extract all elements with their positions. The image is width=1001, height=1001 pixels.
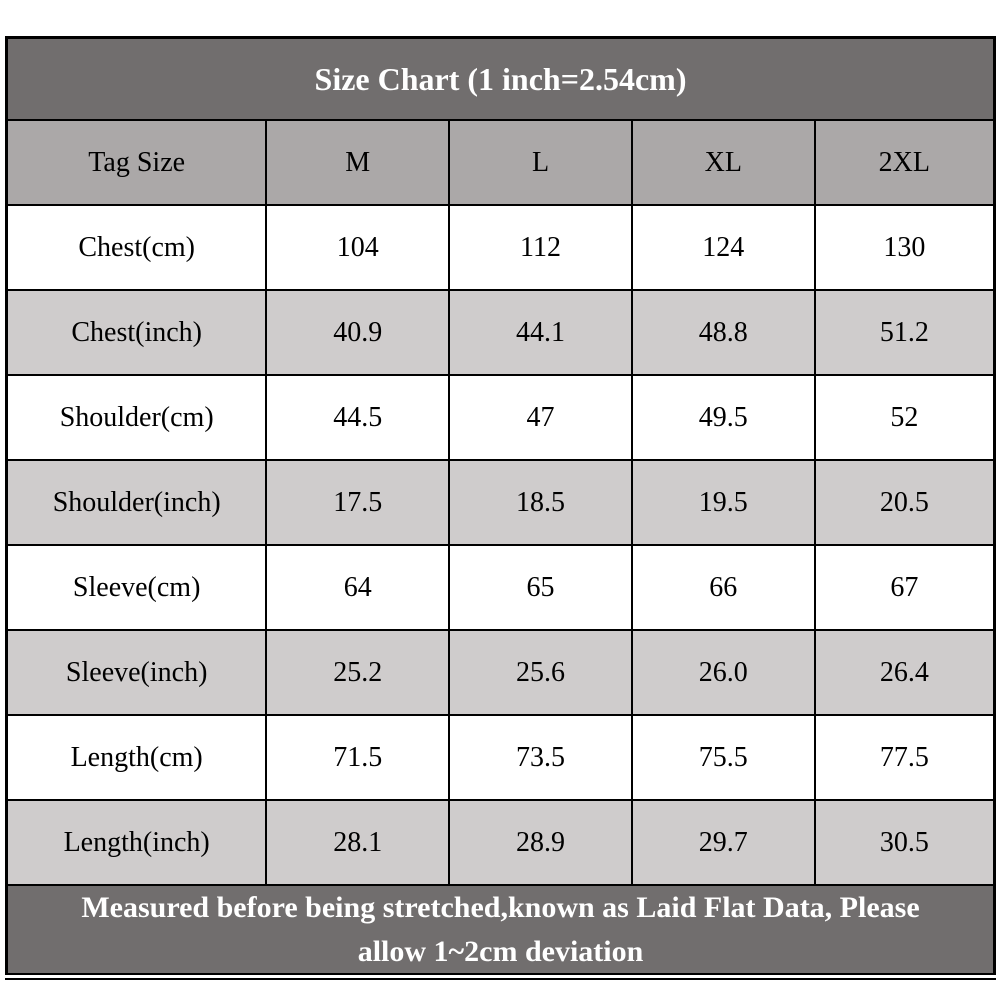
measurement-note: Measured before being stretched,known as… — [5, 884, 996, 980]
column-header-tag-size: Tag Size — [5, 119, 268, 206]
cell: 30.5 — [813, 799, 996, 886]
row-label: Length(cm) — [5, 714, 268, 801]
row-label: Sleeve(cm) — [5, 544, 268, 631]
cell: 104 — [265, 204, 451, 291]
row-label: Shoulder(inch) — [5, 459, 268, 546]
cell: 28.1 — [265, 799, 451, 886]
table-row-length-inch: Length(inch) 28.1 28.9 29.7 30.5 — [5, 799, 996, 886]
column-header-l: L — [448, 119, 633, 206]
table-row-length-cm: Length(cm) 71.5 73.5 75.5 77.5 — [5, 714, 996, 801]
cell: 130 — [813, 204, 996, 291]
measurement-note-line-1: Measured before being stretched,known as… — [81, 891, 920, 924]
cell: 18.5 — [448, 459, 633, 546]
cell: 64 — [265, 544, 451, 631]
table-title-row: Size Chart (1 inch=2.54cm) — [5, 36, 996, 121]
table-title: Size Chart (1 inch=2.54cm) — [5, 36, 996, 121]
cell: 112 — [448, 204, 633, 291]
cell: 51.2 — [813, 289, 996, 376]
row-label: Shoulder(cm) — [5, 374, 268, 461]
cell: 75.5 — [630, 714, 816, 801]
column-header-m: M — [265, 119, 451, 206]
cell: 71.5 — [265, 714, 451, 801]
table-row-chest-cm: Chest(cm) 104 112 124 130 — [5, 204, 996, 291]
cell: 66 — [630, 544, 816, 631]
column-header-xl: XL — [630, 119, 816, 206]
cell: 44.1 — [448, 289, 633, 376]
table-row-chest-inch: Chest(inch) 40.9 44.1 48.8 51.2 — [5, 289, 996, 376]
size-chart-table: Size Chart (1 inch=2.54cm) Tag Size M L … — [5, 36, 996, 980]
cell: 26.4 — [813, 629, 996, 716]
column-header-2xl: 2XL — [813, 119, 996, 206]
cell: 25.2 — [265, 629, 451, 716]
cell: 28.9 — [448, 799, 633, 886]
cell: 40.9 — [265, 289, 451, 376]
cell: 44.5 — [265, 374, 451, 461]
column-header-row: Tag Size M L XL 2XL — [5, 119, 996, 206]
row-label: Chest(inch) — [5, 289, 268, 376]
cell: 25.6 — [448, 629, 633, 716]
row-label: Chest(cm) — [5, 204, 268, 291]
cell: 20.5 — [813, 459, 996, 546]
cell: 124 — [630, 204, 816, 291]
cell: 29.7 — [630, 799, 816, 886]
row-label: Length(inch) — [5, 799, 268, 886]
cell: 17.5 — [265, 459, 451, 546]
cell: 65 — [448, 544, 633, 631]
table-row-shoulder-cm: Shoulder(cm) 44.5 47 49.5 52 — [5, 374, 996, 461]
cell: 49.5 — [630, 374, 816, 461]
cell: 52 — [813, 374, 996, 461]
cell: 67 — [813, 544, 996, 631]
cell: 77.5 — [813, 714, 996, 801]
table-row-sleeve-inch: Sleeve(inch) 25.2 25.6 26.0 26.4 — [5, 629, 996, 716]
measurement-note-row: Measured before being stretched,known as… — [5, 884, 996, 980]
measurement-note-line-2: allow 1~2cm deviation — [357, 934, 644, 968]
cell: 47 — [448, 374, 633, 461]
row-label: Sleeve(inch) — [5, 629, 268, 716]
cell: 19.5 — [630, 459, 816, 546]
cell: 26.0 — [630, 629, 816, 716]
table-row-sleeve-cm: Sleeve(cm) 64 65 66 67 — [5, 544, 996, 631]
cell: 48.8 — [630, 289, 816, 376]
cell: 73.5 — [448, 714, 633, 801]
table-row-shoulder-inch: Shoulder(inch) 17.5 18.5 19.5 20.5 — [5, 459, 996, 546]
